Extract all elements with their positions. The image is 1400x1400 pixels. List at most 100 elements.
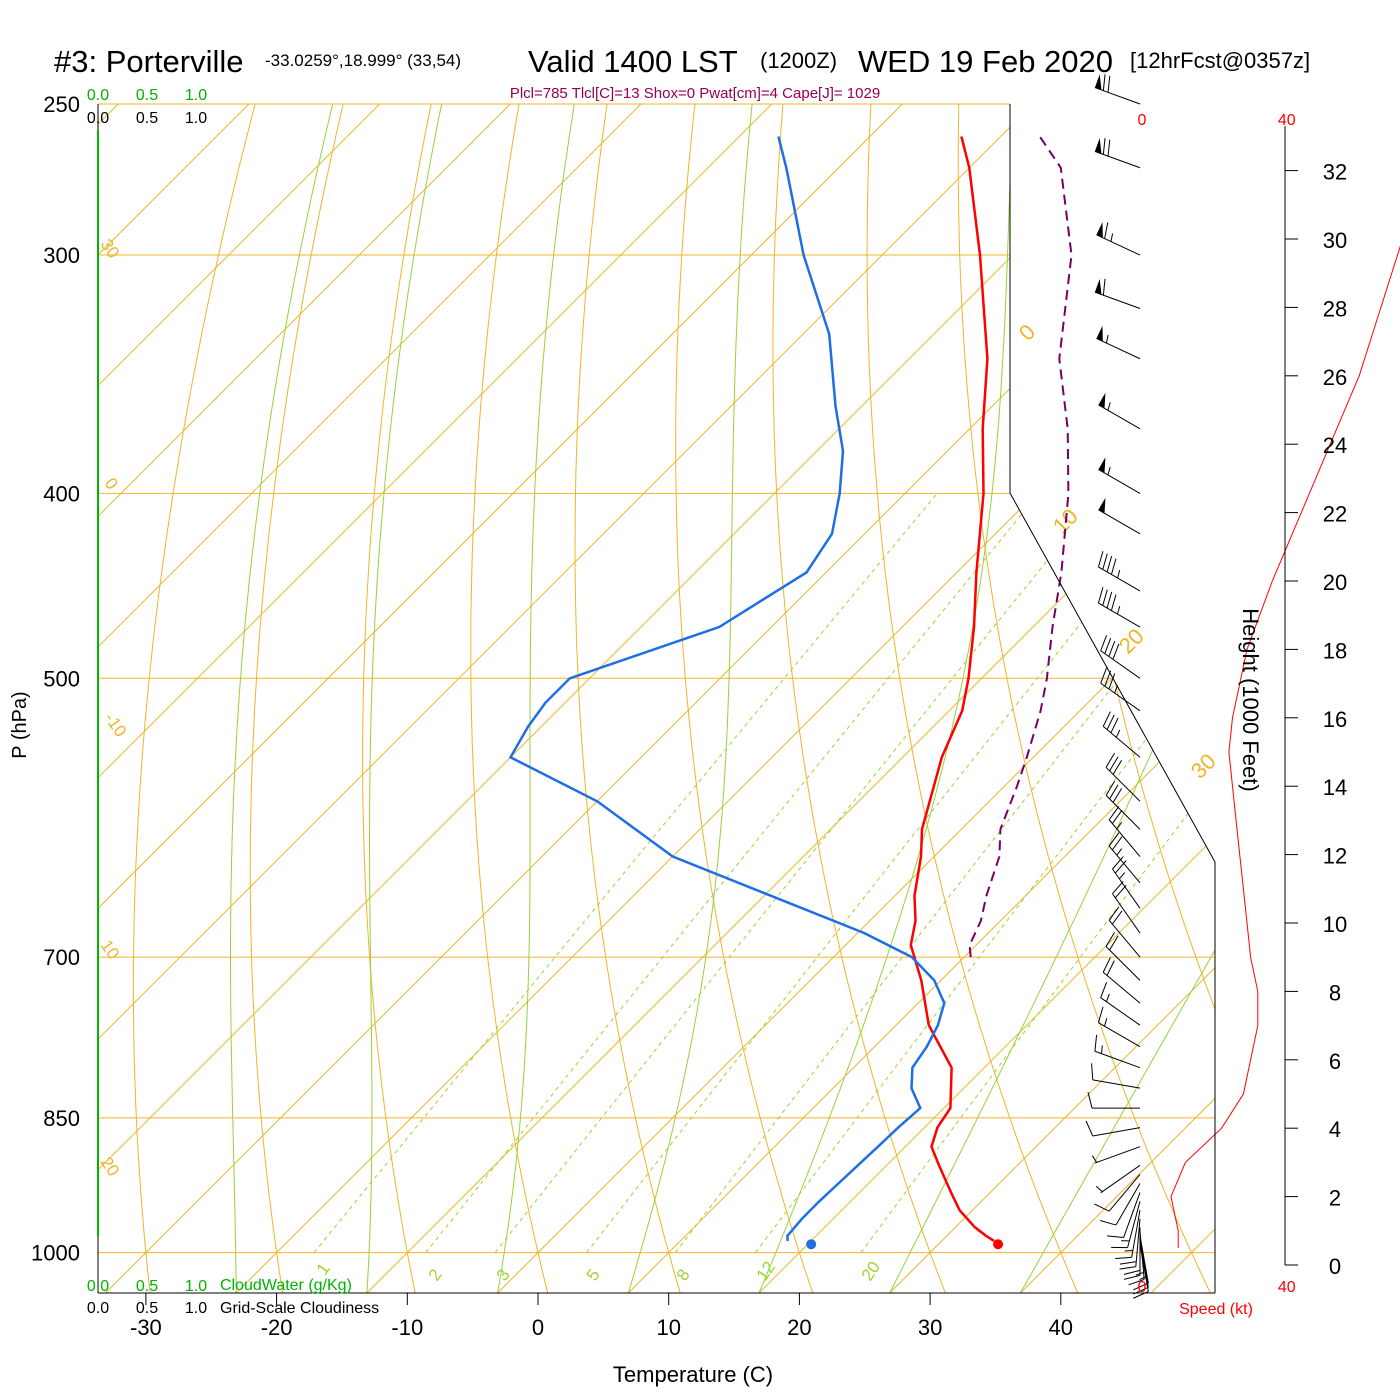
- dry-adiabat-label: 10: [97, 936, 123, 962]
- forecast-label: [12hrFcst@0357z]: [1130, 48, 1310, 73]
- wind-barb: [1097, 587, 1141, 628]
- wind-barb-flag: [1094, 1203, 1110, 1212]
- wind-barb-flag: [1106, 960, 1115, 976]
- isotherm-line: [98, 104, 903, 1293]
- isotherm-line: [98, 104, 380, 1293]
- isotherm-line: [235, 104, 1215, 1293]
- isotherm-line: [889, 104, 1215, 1293]
- wind-barb-flag: [1110, 558, 1117, 575]
- x-tick-label: 30: [918, 1315, 942, 1340]
- dry-adiabat-line: [470, 104, 551, 1293]
- wind-barb: [1100, 982, 1141, 1026]
- wind-barb-flag: [1123, 1274, 1141, 1280]
- wind-barb-flag: [1109, 784, 1119, 800]
- wind-barb-staff: [1135, 1218, 1141, 1267]
- cloudiness-label: Grid-Scale Cloudiness: [220, 1300, 379, 1317]
- wind-barb: [1091, 1063, 1141, 1089]
- wind-barb-staff: [1094, 150, 1141, 169]
- wind-barb: [1105, 752, 1141, 802]
- moist-adiabat-line: [230, 104, 334, 1293]
- isotherm-line: [1020, 104, 1215, 1293]
- x-tick-label: 40: [1049, 1315, 1073, 1340]
- station-title: #3: Porterville: [54, 44, 244, 79]
- wind-barb-flag: [1111, 809, 1123, 824]
- wind-barb-half-flag: [1110, 233, 1114, 242]
- wind-barb-flag: [1106, 556, 1113, 573]
- wind-barb-flag: [1108, 906, 1120, 921]
- wind-barb-flag: [1128, 1278, 1145, 1286]
- mixing-ratio-label: 5: [583, 1266, 604, 1285]
- wind-barb-flag: [1106, 714, 1115, 730]
- station-coords: -33.0259°,18.999° (33,54): [265, 51, 461, 70]
- isotherm-line: [497, 104, 1215, 1293]
- wind-barb: [1098, 497, 1141, 535]
- height-axis-label: Height (1000 Feet): [1238, 608, 1263, 791]
- height-tick-label: 28: [1323, 296, 1347, 321]
- pressure-tick-label: 250: [43, 92, 80, 117]
- wind-barb-staff: [1123, 1192, 1141, 1238]
- wind-barb-flag: [1102, 589, 1108, 606]
- wind-barb-pennant: [1096, 222, 1103, 238]
- wind-barb: [1115, 1209, 1141, 1260]
- wind-barb-pennant: [1096, 325, 1103, 342]
- wind-barb-half-flag: [1139, 1275, 1148, 1281]
- wind-barb-flag: [1102, 74, 1106, 91]
- wind-barb-half-flag: [1115, 729, 1121, 738]
- wind-barb-staff: [1098, 468, 1141, 494]
- wind-barb-staff: [1102, 971, 1141, 1004]
- wind-barb-flag: [1100, 982, 1108, 998]
- wind-barb: [1094, 74, 1141, 105]
- wind-barb-staff: [1100, 1164, 1141, 1194]
- wind-barb: [1100, 1183, 1141, 1226]
- wind-barb: [1111, 1201, 1141, 1249]
- wind-barb: [1105, 781, 1141, 830]
- wind-barb-flag: [1102, 137, 1106, 155]
- wind-barb-staff: [1105, 795, 1141, 830]
- cloudiness-tick-top: 1.0: [185, 110, 207, 127]
- cloud-water-tick-bottom: 0.0: [87, 1278, 109, 1295]
- wind-barb-flag: [1114, 885, 1127, 899]
- height-tick-label: 16: [1323, 707, 1347, 732]
- sounding-profiles: [508, 135, 1400, 1250]
- height-tick-label: 30: [1323, 228, 1347, 253]
- wind-barb-half-flag: [1116, 821, 1123, 830]
- height-tick-label: 6: [1329, 1049, 1341, 1074]
- isotherm-line: [1150, 104, 1215, 1293]
- isotherm-line: [98, 104, 1034, 1293]
- wind-barb-flag: [1108, 673, 1116, 690]
- moist-adiabat-line: [1019, 104, 1215, 1293]
- x-tick-label: -30: [130, 1315, 162, 1340]
- wind-barb-half-flag: [1105, 334, 1109, 344]
- wind-barb-flag: [1104, 222, 1109, 239]
- wind-barb: [1094, 1034, 1141, 1069]
- wind-barb-staff: [1094, 87, 1141, 105]
- mixing-ratio-line: [313, 493, 938, 1253]
- wind-barb-flag: [1087, 1091, 1093, 1109]
- wind-barb-flag: [1105, 932, 1115, 947]
- height-tick-label: 0: [1329, 1254, 1341, 1279]
- wind-barb: [1105, 932, 1141, 981]
- mixing-ratio-line: [675, 493, 1215, 1253]
- wind-barb-flag: [1105, 752, 1115, 768]
- pressure-tick-label: 500: [43, 666, 80, 691]
- wind-barb-staff: [1096, 234, 1141, 256]
- wind-barb-flag: [1109, 935, 1119, 951]
- dewpoint-line: [508, 136, 946, 1241]
- wind-barb-flag: [1123, 1269, 1141, 1275]
- height-tick-label: 12: [1323, 844, 1347, 869]
- wind-barb-staff: [1108, 1174, 1141, 1212]
- wind-barb: [1094, 137, 1141, 169]
- dry-adiabat-line: [1305, 35, 1400, 1301]
- dry-adiabat-line: [675, 104, 816, 1293]
- surface-dewpoint-dot: [806, 1239, 817, 1250]
- wind-barb: [1100, 635, 1141, 679]
- dry-adiabat-label: 20: [97, 1153, 123, 1179]
- wind-barb-flag: [1097, 551, 1104, 568]
- dry-adiabat-line: [957, 104, 1215, 1293]
- wind-barb-staff: [1098, 404, 1141, 430]
- height-tick-label: 2: [1329, 1186, 1341, 1211]
- wind-barb-flag: [1110, 717, 1119, 734]
- wind-barb-staff: [1131, 1209, 1141, 1258]
